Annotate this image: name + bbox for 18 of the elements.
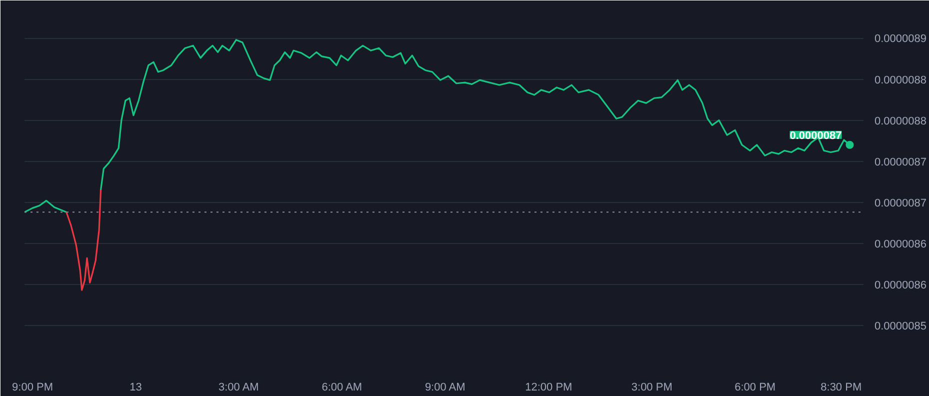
x-tick-label: 3:00 AM (218, 382, 259, 394)
x-tick-label: 8:30 PM (820, 382, 862, 394)
x-tick-label: 12:00 PM (525, 382, 572, 394)
y-tick-label: 0.0000087 (874, 156, 926, 168)
x-tick-label: 3:00 PM (631, 382, 672, 394)
y-tick-label: 0.0000086 (874, 279, 926, 292)
y-tick-label: 0.0000086 (874, 238, 926, 250)
y-tick-label: 0.0000088 (874, 74, 926, 86)
annotation: 0.0000087 (790, 130, 842, 142)
y-tick-label: 0.0000087 (874, 197, 926, 210)
y-tick-label: 0.0000085 (874, 320, 926, 332)
x-tick-label: 6:00 AM (322, 382, 362, 394)
x-tick-label: 13 (130, 382, 142, 394)
y-tick-label: 0.0000088 (874, 115, 926, 128)
x-tick-label: 6:00 PM (734, 382, 776, 394)
x-tick-label: 9:00 PM (12, 382, 54, 394)
y-tick-label: 0.0000089 (874, 33, 926, 46)
x-tick-label: 9:00 AM (424, 382, 466, 394)
